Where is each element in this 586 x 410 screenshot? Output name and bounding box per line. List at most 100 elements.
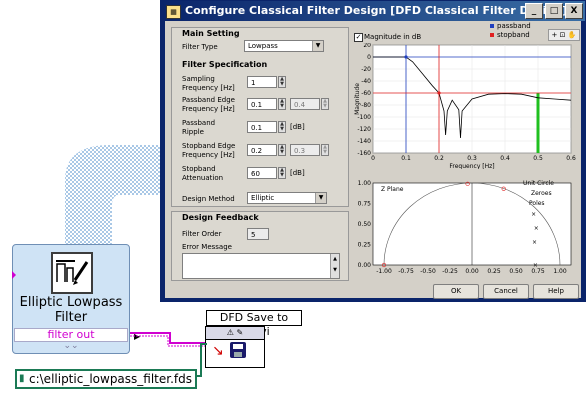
magnitude-db-label: Magnitude in dB <box>364 33 422 41</box>
filter-order-label: Filter Order <box>182 230 222 238</box>
passband-edge-upper-spinner: ▲ ▼ <box>321 98 329 110</box>
stopband-edge-upper-input: 0.3 <box>290 144 320 156</box>
z-x-tick-label: 0.75 <box>531 268 545 275</box>
z-y-tick-label: 0.75 <box>358 201 372 208</box>
cancel-button[interactable]: Cancel <box>483 284 529 299</box>
stopband-attenuation-unit: [dB] <box>290 169 305 177</box>
sampling-frequency-label: Sampling Frequency [Hz] <box>182 75 235 92</box>
zplane-plot: Z Plane 1.00 0.75 0.50 0.25 0.00 -1.00 -0.75 -0.… <box>353 169 581 286</box>
filter-out-terminal[interactable]: filter out <box>14 328 128 342</box>
configure-filter-dialog: ▦ Configure Classical Filter Design [DFD… <box>160 0 586 302</box>
ok-button[interactable]: OK <box>433 284 479 299</box>
passband-marker-point <box>404 55 408 59</box>
y-tick-label: -120 <box>357 126 371 133</box>
passband-edge-spinner[interactable]: ▲ ▼ <box>278 98 286 110</box>
design-feedback-panel: Design Feedback Filter Order 5 Error Mes… <box>171 211 349 281</box>
stopband-marker-point <box>437 91 441 95</box>
magnitude-response-curve <box>373 56 572 139</box>
zplane-plot-svg: Z Plane 1.00 0.75 0.50 0.25 0.00 -1.00 -0.75 -0.… <box>358 180 572 275</box>
y-tick-label: -100 <box>357 114 371 121</box>
design-feedback-heading: Design Feedback <box>182 213 259 222</box>
help-button[interactable]: Help <box>533 284 579 299</box>
z-y-tick-label: 1.00 <box>358 180 372 187</box>
main-setting-heading: Main Setting <box>182 29 240 38</box>
dfd-save-to-file-vi[interactable]: ⚠ ✎ ↘ <box>205 326 265 368</box>
x-tick-label: 0 <box>371 155 375 162</box>
dialog-body: Main Setting Filter Type Lowpass ▼ Filte… <box>165 21 581 299</box>
stopband-edge-upper-spinner: ▲ ▼ <box>321 144 329 156</box>
app-icon: ▦ <box>166 5 181 19</box>
stopband-attenuation-spinner[interactable]: ▲ ▼ <box>278 167 286 179</box>
filter-out-wire <box>130 332 206 347</box>
stopband-legend-marker <box>490 33 494 37</box>
x-tick-label: 0.1 <box>401 155 411 162</box>
path-icon: ▮ <box>19 373 25 384</box>
legend-poles: Poles <box>529 200 545 207</box>
zero-marker <box>381 262 387 268</box>
graph-palette[interactable]: + ⊡ ✋ <box>548 29 580 41</box>
z-x-tick-label: 1.00 <box>553 268 567 275</box>
y-tick-label: -160 <box>357 150 371 157</box>
sampling-frequency-spinner[interactable]: ▲ ▼ <box>278 76 286 88</box>
pole-marker: × <box>534 225 539 232</box>
close-button[interactable]: X <box>565 3 583 19</box>
x-tick-label: 0.3 <box>467 155 477 162</box>
passband-ripple-spinner[interactable]: ▲ ▼ <box>278 121 286 133</box>
legend-unit-circle: Unit Circle <box>523 180 554 187</box>
filter-spec-heading: Filter Specification <box>182 60 268 69</box>
pole-marker: × <box>531 211 536 218</box>
sampling-frequency-input[interactable]: 1 <box>247 76 277 88</box>
unit-circle <box>383 182 561 266</box>
minimize-button[interactable]: _ <box>525 3 543 19</box>
design-method-dropdown[interactable]: Elliptic ▼ <box>247 192 327 204</box>
z-y-tick-label: 0.25 <box>358 242 372 249</box>
passband-ripple-label: Passband Ripple <box>182 119 216 136</box>
z-x-tick-label: 0.50 <box>509 268 523 275</box>
save-vi-header: ⚠ ✎ <box>206 327 264 340</box>
z-y-tick-label: 0.00 <box>358 262 372 269</box>
filter-design-icon <box>51 252 93 294</box>
passband-edge-upper-input: 0.4 <box>290 98 320 110</box>
stopband-attenuation-input[interactable]: 60 <box>247 167 277 179</box>
passband-edge-input[interactable]: 0.1 <box>247 98 277 110</box>
passband-edge-label: Passband Edge Frequency [Hz] <box>182 96 235 113</box>
y-tick-label: 0 <box>367 54 371 61</box>
x-tick-label: 0.5 <box>533 155 543 162</box>
z-x-tick-label: 0.25 <box>487 268 501 275</box>
z-x-tick-label: -0.75 <box>398 268 414 275</box>
arrow-icon: ↘ <box>212 343 224 359</box>
path-text: c:\elliptic_lowpass_filter.fds <box>29 372 193 386</box>
expand-chevron-icon[interactable]: ⌄⌄ <box>63 341 79 351</box>
maximize-button[interactable]: □ <box>545 3 563 19</box>
stopband-edge-input[interactable]: 0.2 <box>247 144 277 156</box>
error-message-box[interactable]: ▲ ▼ <box>182 253 340 279</box>
y-tick-label: 20 <box>363 43 371 49</box>
x-tick-label: 0.2 <box>434 155 444 162</box>
pole-marker: × <box>532 239 537 246</box>
stopband-legend-label: stopband <box>497 31 530 39</box>
zplane-title: Z Plane <box>381 186 404 193</box>
z-x-tick-label: -1.00 <box>376 268 392 275</box>
file-path-constant[interactable]: ▮ c:\elliptic_lowpass_filter.fds <box>15 369 197 389</box>
z-y-tick-label: 0.50 <box>358 221 372 228</box>
path-wire <box>193 343 207 377</box>
passband-ripple-unit: [dB] <box>290 123 305 131</box>
stopband-edge-label: Stopband Edge Frequency [Hz] <box>182 142 236 159</box>
magnitude-db-checkbox[interactable]: ✓ <box>354 33 363 42</box>
stopband-edge-spinner[interactable]: ▲ ▼ <box>278 144 286 156</box>
chevron-down-icon: ▼ <box>315 193 326 203</box>
filter-type-dropdown[interactable]: Lowpass ▼ <box>244 40 324 52</box>
window-buttons: _ □ X <box>525 3 583 19</box>
filter-type-label: Filter Type <box>182 43 218 51</box>
y-tick-label: -140 <box>357 138 371 145</box>
filter-order-value: 5 <box>247 228 269 240</box>
elliptic-lowpass-express-vi[interactable]: Elliptic Lowpass Filter filter out ▶ ⌄⌄ <box>12 244 140 354</box>
z-x-tick-label: 0.00 <box>465 268 479 275</box>
magnitude-plot: ✓ Magnitude in dB passband stopband + ⊡ … <box>353 22 581 189</box>
passband-ripple-input[interactable]: 0.1 <box>247 121 277 133</box>
zero-marker <box>465 181 470 186</box>
error-scrollbar[interactable]: ▲ ▼ <box>330 254 339 278</box>
dialog-title: Configure Classical Filter Design [DFD C… <box>185 4 568 17</box>
settings-panel: Main Setting Filter Type Lowpass ▼ Filte… <box>171 27 349 207</box>
